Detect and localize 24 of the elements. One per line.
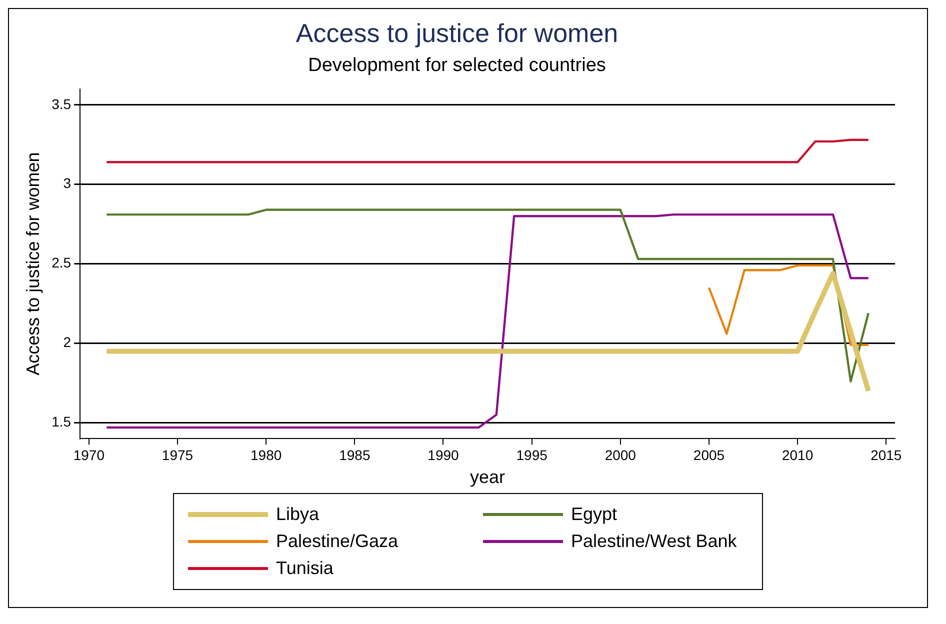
y-axis-title: Access to justice for women (22, 152, 43, 376)
legend-label: Tunisia (276, 558, 334, 579)
x-tick-label: 2000 (604, 446, 636, 463)
y-tick-label: 2 (63, 334, 72, 350)
y-tick-label: 3 (63, 175, 72, 192)
legend-label: Egypt (571, 504, 618, 525)
x-tick-label: 1985 (339, 446, 370, 463)
x-tick-label: 1990 (428, 446, 460, 463)
legend-label: Libya (276, 504, 320, 525)
y-tick-label: 1.5 (52, 414, 72, 430)
x-axis-title: year (470, 467, 506, 488)
x-tick-label: 2010 (782, 446, 814, 463)
x-tick-label: 1970 (73, 446, 105, 463)
chart-subtitle: Development for selected countries (308, 54, 606, 76)
x-tick-label: 2015 (870, 446, 902, 463)
x-tick-label: 1995 (516, 446, 548, 463)
legend-label: Palestine/West Bank (571, 531, 737, 552)
y-tick-label: 3.5 (52, 96, 72, 112)
x-tick-label: 1975 (162, 446, 194, 463)
x-tick-label: 2005 (693, 446, 725, 463)
legend-label: Palestine/Gaza (276, 531, 398, 552)
y-tick-label: 2.5 (52, 254, 72, 271)
x-tick-label: 1980 (250, 446, 282, 463)
chart-title: Access to justice for women (296, 18, 618, 48)
